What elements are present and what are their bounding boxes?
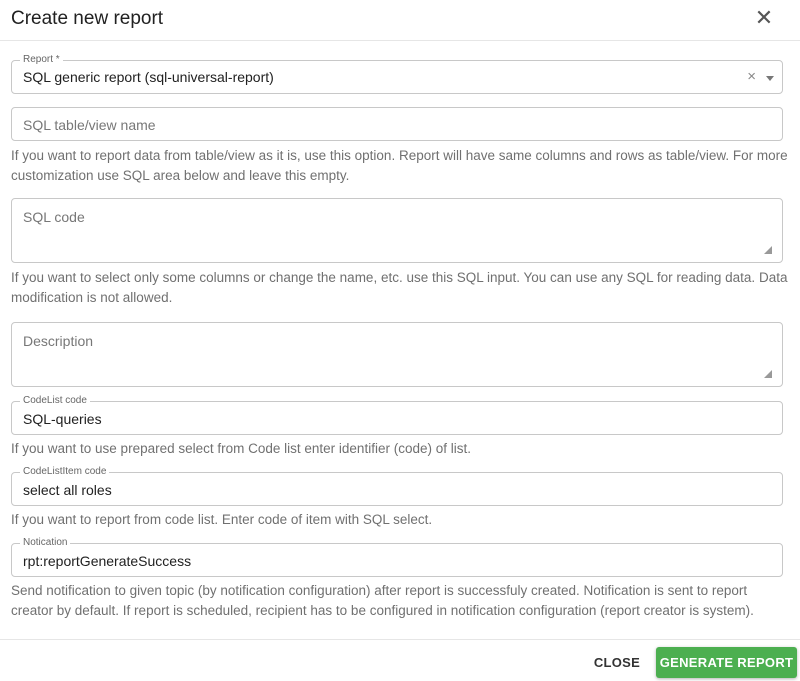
- report-select[interactable]: Report * SQL generic report (sql-univers…: [11, 54, 783, 94]
- sql-table-placeholder: SQL table/view name: [23, 117, 156, 133]
- sql-code-textarea[interactable]: SQL code: [11, 198, 783, 263]
- codelist-label: CodeList code: [20, 395, 90, 407]
- footer-divider: [0, 639, 800, 640]
- chevron-down-icon[interactable]: [766, 76, 774, 81]
- resize-handle-icon[interactable]: [764, 246, 772, 254]
- close-icon[interactable]: ✕: [754, 5, 774, 30]
- generate-report-button[interactable]: GENERATE REPORT: [656, 647, 797, 678]
- sql-table-input[interactable]: SQL table/view name: [11, 107, 783, 141]
- resize-handle-icon[interactable]: [764, 370, 772, 378]
- notification-label: Notication: [20, 537, 71, 549]
- notification-input[interactable]: Notication rpt:reportGenerateSuccess: [11, 537, 783, 577]
- sql-code-placeholder: SQL code: [23, 209, 85, 225]
- codelist-input[interactable]: CodeList code SQL-queries: [11, 395, 783, 435]
- notification-value: rpt:reportGenerateSuccess: [23, 553, 192, 569]
- codelistitem-help: If you want to report from code list. En…: [11, 512, 433, 527]
- clear-icon[interactable]: ×: [747, 68, 756, 85]
- codelistitem-value: select all roles: [23, 482, 112, 498]
- description-textarea[interactable]: Description: [11, 322, 783, 387]
- codelist-value: SQL-queries: [23, 411, 102, 427]
- sql-code-help: If you want to select only some columns …: [11, 270, 788, 305]
- codelist-help: If you want to use prepared select from …: [11, 441, 471, 456]
- dialog-title: Create new report: [11, 8, 164, 29]
- header-divider: [0, 40, 800, 41]
- close-button[interactable]: CLOSE: [593, 655, 641, 670]
- notification-help: Send notification to given topic (by not…: [11, 583, 754, 618]
- codelistitem-label: CodeListItem code: [20, 466, 110, 478]
- sql-table-help: If you want to report data from table/vi…: [11, 148, 788, 183]
- codelistitem-input[interactable]: CodeListItem code select all roles: [11, 466, 783, 506]
- report-value: SQL generic report (sql-universal-report…: [23, 69, 274, 85]
- description-placeholder: Description: [23, 333, 94, 349]
- report-label: Report *: [20, 54, 63, 66]
